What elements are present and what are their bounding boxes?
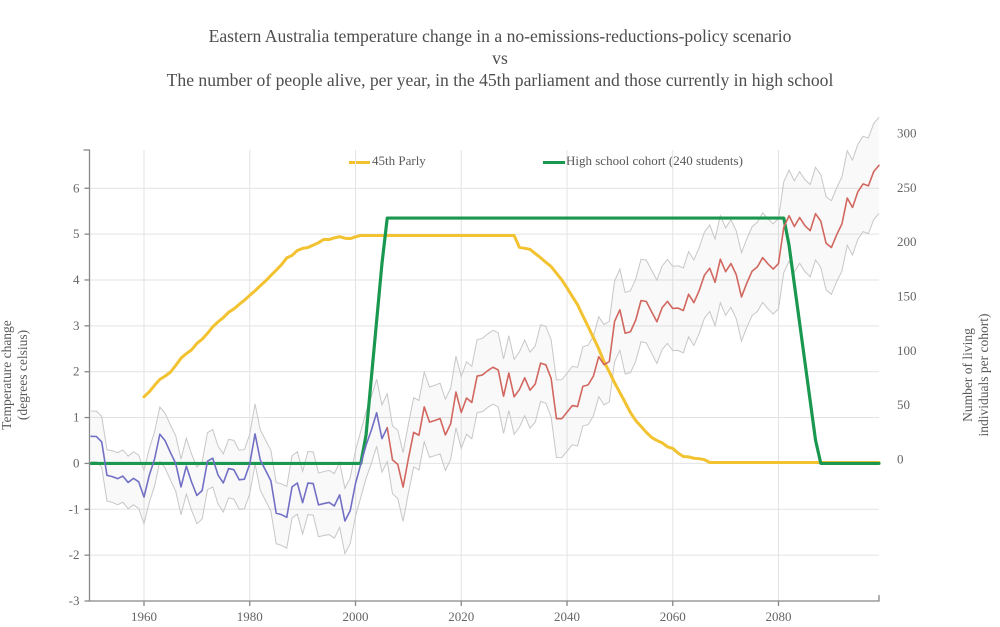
svg-text:2: 2 [73, 364, 80, 379]
svg-text:individuals per cohort): individuals per cohort) [976, 314, 991, 437]
svg-text:1960: 1960 [131, 609, 157, 624]
svg-text:200: 200 [897, 234, 917, 249]
svg-text:-1: -1 [69, 501, 80, 516]
svg-text:-3: -3 [69, 593, 80, 608]
svg-text:250: 250 [897, 180, 917, 195]
svg-text:4: 4 [73, 272, 80, 287]
svg-text:150: 150 [897, 289, 917, 304]
svg-text:1980: 1980 [237, 609, 263, 624]
svg-text:5: 5 [73, 226, 80, 241]
svg-text:2040: 2040 [554, 609, 580, 624]
svg-text:2060: 2060 [660, 609, 686, 624]
svg-text:-2: -2 [69, 547, 80, 562]
svg-text:0: 0 [73, 455, 80, 470]
svg-text:50: 50 [897, 397, 910, 412]
svg-text:2000: 2000 [343, 609, 369, 624]
svg-text:2080: 2080 [766, 609, 792, 624]
svg-text:0: 0 [897, 452, 904, 467]
svg-text:Number of living: Number of living [960, 328, 975, 422]
svg-text:300: 300 [897, 125, 917, 140]
svg-text:(degrees celsius): (degrees celsius) [15, 330, 30, 420]
svg-text:Temperature change: Temperature change [0, 320, 14, 430]
svg-text:6: 6 [73, 180, 80, 195]
svg-text:2020: 2020 [448, 609, 474, 624]
svg-text:3: 3 [73, 318, 80, 333]
svg-text:1: 1 [73, 410, 80, 425]
svg-text:100: 100 [897, 343, 917, 358]
